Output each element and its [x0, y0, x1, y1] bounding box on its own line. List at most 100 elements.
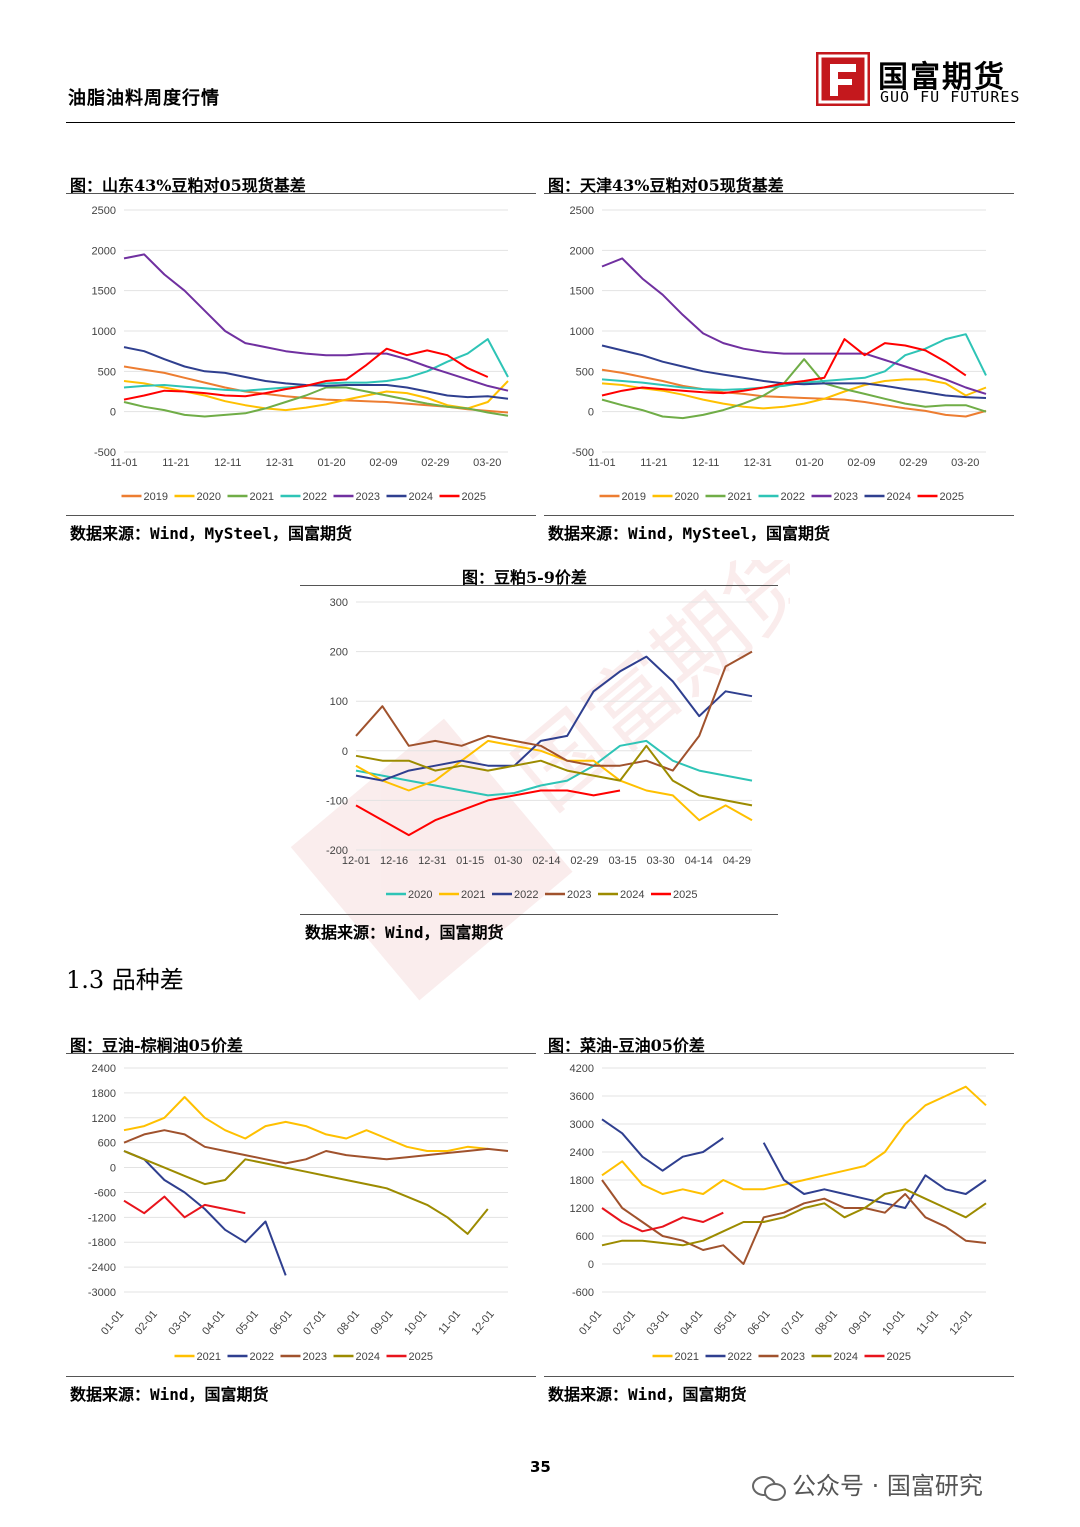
x-tick-label: 12-31 [744, 457, 772, 469]
x-tick-label: 12-31 [418, 855, 446, 867]
series-line-2022 [123, 1150, 287, 1276]
figure-divider-sd [66, 193, 536, 194]
y-tick-label: 1500 [92, 286, 116, 298]
figure-divider-ypo-bottom [66, 1376, 536, 1377]
y-tick-label: 0 [110, 407, 116, 419]
y-tick-label: -500 [572, 447, 594, 459]
legend-label-2022: 2022 [303, 491, 327, 503]
y-tick-label: 600 [98, 1138, 116, 1150]
x-tick-label: 03-01 [644, 1308, 671, 1337]
legend-label-2025: 2025 [940, 491, 964, 503]
figure-title-tj: 图：天津43%豆粕对05现货基差 [548, 176, 784, 195]
logo-english-name: GUO FU FUTURES [880, 88, 1021, 106]
x-tick-label: 02-29 [421, 457, 449, 469]
header-divider [66, 122, 1015, 123]
x-tick-label: 10-01 [880, 1308, 907, 1337]
series-line-2021 [601, 358, 987, 420]
x-tick-label: 11-21 [162, 457, 189, 469]
legend-label-2025: 2025 [462, 491, 486, 503]
series-line-2023 [355, 650, 753, 772]
source-tj: 数据来源：Wind，MySteel，国富期货 [548, 524, 830, 543]
x-tick-label: 06-01 [745, 1308, 772, 1337]
series-line-2025 [123, 347, 489, 401]
x-tick-label: 09-01 [846, 1308, 873, 1337]
legend-label-2022: 2022 [250, 1351, 274, 1363]
x-tick-label: 05-01 [712, 1308, 739, 1337]
x-tick-label: 02-14 [532, 855, 560, 867]
legend-label-2021: 2021 [675, 1351, 699, 1363]
x-tick-label: 12-01 [342, 855, 370, 867]
series-line-2021 [355, 739, 753, 822]
legend-label-2024: 2024 [409, 491, 433, 503]
source-sbm59: 数据来源：Wind，国富期货 [305, 923, 504, 942]
x-tick-label: 10-01 [402, 1308, 429, 1337]
x-tick-label: 12-11 [214, 457, 241, 469]
x-tick-label: 04-01 [200, 1308, 227, 1337]
legend-label-2025: 2025 [673, 889, 697, 901]
x-tick-label: 04-29 [723, 855, 751, 867]
legend-label-2024: 2024 [834, 1351, 858, 1363]
legend-label-2024: 2024 [620, 889, 644, 901]
series-line-2020 [601, 378, 987, 410]
y-tick-label: 2400 [92, 1063, 116, 1075]
legend-label-2024: 2024 [887, 491, 911, 503]
legend-label-2022: 2022 [728, 1351, 752, 1363]
x-tick-label: 01-15 [456, 855, 484, 867]
x-tick-label: 01-20 [317, 457, 345, 469]
legend-label-2021: 2021 [461, 889, 485, 901]
series-line-2023 [601, 1179, 987, 1265]
series-line-2021 [601, 1085, 987, 1195]
legend-label-2024: 2024 [356, 1351, 380, 1363]
y-tick-label: -600 [94, 1187, 116, 1199]
x-tick-label: 02-09 [369, 457, 397, 469]
y-tick-label: 500 [576, 366, 594, 378]
series-line-2021 [123, 1096, 488, 1152]
company-logo: 国富期货 GUO FU FUTURES [816, 52, 1019, 112]
legend-label-2025: 2025 [887, 1351, 911, 1363]
y-tick-label: 0 [588, 1259, 594, 1271]
y-tick-label: 2500 [570, 205, 594, 217]
x-tick-label: 01-20 [795, 457, 823, 469]
y-tick-label: 2500 [92, 205, 116, 217]
x-tick-label: 03-30 [647, 855, 675, 867]
x-tick-label: 11-01 [110, 457, 137, 469]
y-tick-label: -100 [326, 795, 348, 807]
x-tick-label: 02-09 [847, 457, 875, 469]
y-tick-label: 4200 [570, 1063, 594, 1075]
footer-account: 公众号 · 国富研究 [752, 1466, 983, 1501]
figure-title-rmy: 图：菜油-豆油05价差 [548, 1036, 705, 1055]
source-rmy: 数据来源：Wind，国富期货 [548, 1385, 747, 1404]
figure-divider-sbm59-bottom [300, 914, 778, 915]
series-line-2024 [355, 744, 753, 807]
legend-label-2022: 2022 [781, 491, 805, 503]
y-tick-label: 1800 [570, 1175, 594, 1187]
x-tick-label: 07-01 [779, 1308, 806, 1337]
legend-label-2023: 2023 [567, 889, 591, 901]
series-line-2023 [123, 1129, 509, 1165]
x-tick-label: 02-01 [133, 1308, 160, 1337]
x-tick-label: 03-01 [166, 1308, 193, 1337]
series-line-2024 [123, 346, 509, 400]
series-line-2024 [601, 344, 987, 399]
figure-divider-rmy [544, 1053, 1014, 1054]
x-tick-label: 02-29 [570, 855, 598, 867]
logo-chinese-name: 国富期货 [878, 60, 1006, 95]
x-tick-label: 12-01 [948, 1308, 975, 1337]
chart-ypo: 2400 1800 1200 600 0 -600 -1200 -1800 -2400 -3000… [88, 1063, 509, 1363]
y-tick-label: 1500 [570, 286, 594, 298]
figure-title-sbm59: 图：豆粕5-9价差 [462, 568, 587, 587]
series-line-2024 [601, 1188, 987, 1247]
x-tick-label: 08-01 [813, 1308, 840, 1337]
y-tick-label: 1000 [92, 326, 116, 338]
y-tick-label: 2000 [570, 245, 594, 257]
figure-divider-rmy-bottom [544, 1376, 1014, 1377]
x-tick-label: 02-29 [899, 457, 927, 469]
legend-label-2021: 2021 [728, 491, 752, 503]
legend-label-2021: 2021 [197, 1351, 221, 1363]
page-number: 35 [530, 1458, 551, 1476]
series-line-2023 [123, 253, 509, 392]
legend-label-2023: 2023 [356, 491, 380, 503]
y-tick-label: -600 [572, 1287, 594, 1299]
y-tick-label: -3000 [88, 1287, 116, 1299]
